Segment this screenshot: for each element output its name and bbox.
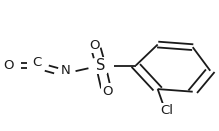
Text: O: O <box>89 39 99 52</box>
Text: N: N <box>61 64 71 77</box>
Text: Cl: Cl <box>160 104 173 117</box>
Text: S: S <box>96 58 105 73</box>
Text: O: O <box>102 84 113 98</box>
Text: C: C <box>33 56 42 69</box>
Text: O: O <box>4 59 14 72</box>
